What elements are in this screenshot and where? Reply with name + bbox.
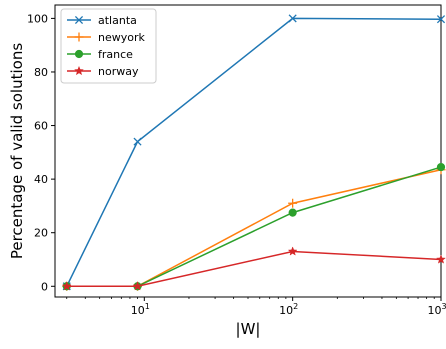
- x-tick-label: 101: [131, 302, 150, 317]
- data-point-france: [436, 162, 446, 172]
- x-axis: 101 102 103: [66, 297, 446, 317]
- data-point-norway: [61, 281, 72, 291]
- data-point-newyork: [288, 198, 298, 208]
- x-tick-label: 102: [279, 302, 298, 317]
- y-tick-label: 0: [41, 280, 48, 293]
- legend-marker: [74, 49, 84, 59]
- y-tick-label: 100: [27, 12, 48, 25]
- series-line-france: [66, 166, 442, 288]
- y-tick-label: 20: [34, 227, 48, 240]
- series-group: [61, 14, 446, 291]
- y-tick-label: 40: [34, 173, 48, 186]
- data-point-atlanta: [288, 14, 297, 23]
- x-tick-label: 103: [427, 302, 446, 317]
- legend-marker: [74, 15, 84, 25]
- series-line-atlanta: [66, 17, 442, 287]
- data-point-norway: [287, 246, 298, 256]
- series-line-norway: [66, 250, 442, 288]
- data-point-france: [288, 208, 297, 217]
- legend-box: [60, 8, 157, 84]
- legend-marker: [74, 32, 84, 42]
- y-axis: 0 20 40 60 80 100: [27, 12, 55, 293]
- data-point-atlanta: [436, 15, 446, 24]
- series-line-newyork: [66, 169, 442, 288]
- legend-label: norway: [98, 65, 139, 78]
- y-tick-label: 80: [34, 66, 48, 79]
- y-tick-label: 60: [34, 120, 48, 133]
- legend-label: atlanta: [98, 14, 137, 27]
- y-axis-label: Percentage of valid solutions: [8, 43, 26, 259]
- legend: atlanta newyork france norway: [60, 8, 157, 84]
- x-axis-label: |W|: [236, 320, 261, 338]
- legend-label: newyork: [98, 31, 145, 44]
- legend-label: france: [98, 48, 133, 61]
- data-point-norway: [132, 281, 143, 291]
- data-point-atlanta: [133, 137, 142, 146]
- legend-marker: [74, 65, 84, 76]
- data-point-norway: [436, 254, 446, 264]
